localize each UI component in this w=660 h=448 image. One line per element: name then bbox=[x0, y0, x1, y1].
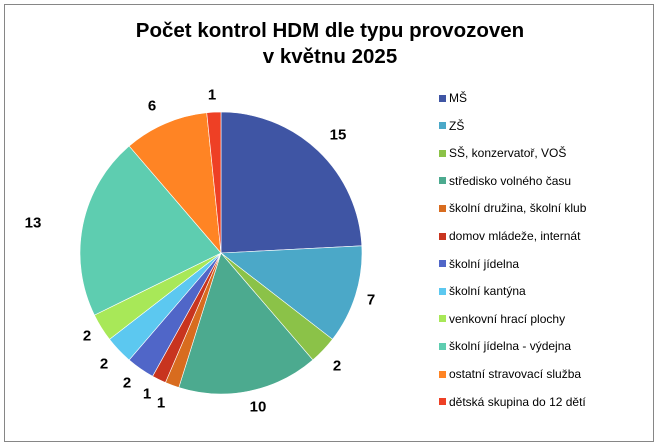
legend-item: školní jídelna - výdejna bbox=[439, 338, 571, 354]
legend-item: ZŠ bbox=[439, 118, 464, 134]
data-label: 1 bbox=[156, 394, 166, 412]
data-label: 2 bbox=[99, 355, 109, 373]
data-label: 2 bbox=[82, 327, 92, 345]
pie-slice bbox=[220, 111, 363, 254]
pie-slice bbox=[128, 112, 222, 254]
legend-swatch bbox=[439, 342, 446, 350]
legend-swatch bbox=[439, 370, 446, 378]
legend-item: MŠ bbox=[439, 90, 467, 106]
legend-item: školní kantýna bbox=[439, 283, 526, 299]
legend-label: dětská skupina do 12 dětí bbox=[449, 394, 586, 409]
legend-label: SŠ, konzervatoř, VOŠ bbox=[449, 146, 567, 161]
legend-label: školní jídelna - výdejna bbox=[449, 339, 572, 354]
legend-label: středisko volného času bbox=[449, 173, 572, 188]
legend-label: školní kantýna bbox=[449, 284, 526, 299]
legend-label: školní družina, školní klub bbox=[449, 201, 587, 216]
legend-item: SŠ, konzervatoř, VOŠ bbox=[439, 145, 566, 161]
legend-swatch bbox=[439, 232, 446, 240]
data-label: 2 bbox=[122, 374, 132, 392]
data-label: 2 bbox=[332, 357, 342, 375]
legend-item: školní družina, školní klub bbox=[439, 200, 586, 216]
data-label: 1 bbox=[207, 86, 217, 104]
legend-label: MŠ bbox=[449, 91, 467, 105]
legend-item: domov mládeže, internát bbox=[439, 228, 580, 244]
data-label: 10 bbox=[249, 398, 267, 416]
legend-swatch bbox=[439, 94, 446, 102]
legend-label: domov mládeže, internát bbox=[449, 229, 581, 243]
pie-slice bbox=[220, 245, 363, 340]
legend-label: školní jídelna bbox=[449, 256, 520, 271]
legend-label: ZŠ bbox=[449, 118, 465, 133]
data-label: 15 bbox=[329, 126, 347, 144]
legend-item: venkovní hrací plochy bbox=[439, 311, 565, 327]
legend-item: středisko volného času bbox=[439, 173, 571, 189]
legend-item: dětská skupina do 12 dětí bbox=[439, 394, 586, 410]
legend-swatch bbox=[439, 315, 446, 323]
legend-swatch bbox=[439, 204, 446, 212]
legend-label: venkovní hrací plochy bbox=[449, 311, 566, 326]
legend-swatch bbox=[439, 260, 446, 268]
legend-item: školní jídelna bbox=[439, 256, 519, 272]
data-label: 7 bbox=[366, 291, 376, 309]
chart-title-line2: v květnu 2025 bbox=[262, 45, 398, 68]
data-label: 13 bbox=[24, 214, 42, 232]
data-label: 1 bbox=[142, 385, 152, 403]
pie-slice bbox=[178, 252, 314, 395]
data-label: 6 bbox=[147, 97, 157, 115]
legend-swatch bbox=[439, 149, 446, 157]
chart-title-line1: Počet kontrol HDM dle typu provozoven bbox=[135, 19, 525, 42]
pie-slice bbox=[79, 145, 222, 316]
legend-item: ostatní stravovací služba bbox=[439, 366, 581, 382]
legend-label: ostatní stravovací služba bbox=[449, 367, 582, 381]
legend-swatch bbox=[439, 177, 446, 185]
legend-swatch bbox=[439, 122, 446, 130]
pie-slice bbox=[206, 111, 222, 254]
legend-swatch bbox=[439, 398, 446, 406]
legend-swatch bbox=[439, 287, 446, 295]
